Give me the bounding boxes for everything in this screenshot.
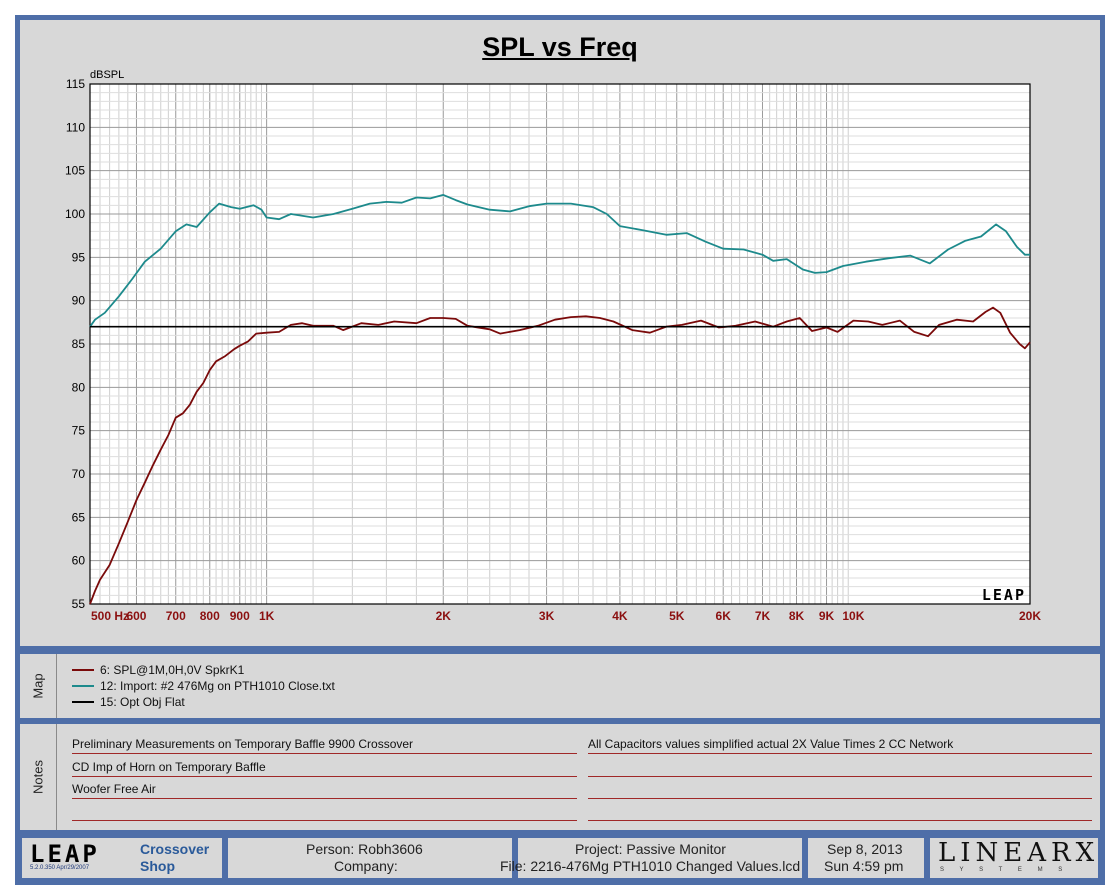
y-tick-label: 60 <box>72 554 86 568</box>
x-tick-label: 6K <box>716 609 732 623</box>
y-tick-label: 105 <box>65 164 85 178</box>
note-line[interactable] <box>72 805 577 821</box>
map-label: Map <box>20 654 57 718</box>
legend-item-import: 12: Import: #2 476Mg on PTH1010 Close.tx… <box>72 679 335 693</box>
y-tick-label: 80 <box>72 380 86 394</box>
time-text: Sun 4:59 pm <box>824 858 904 874</box>
x-tick-label: 800 <box>200 609 220 623</box>
y-tick-label: 85 <box>72 337 86 351</box>
leap-logo: LEAP <box>30 840 100 868</box>
series-line-2 <box>89 194 1030 328</box>
y-tick-label: 55 <box>72 597 86 611</box>
legend-label: 12: Import: #2 476Mg on PTH1010 Close.tx… <box>100 679 335 693</box>
y-tick-label: 110 <box>66 120 85 134</box>
footer-project-cell: Project: Passive Monitor File: 2216-476M… <box>500 838 802 878</box>
legend-swatch <box>72 685 94 687</box>
legend-swatch <box>72 669 94 671</box>
x-tick-label: 600 <box>126 609 146 623</box>
company-text: Company: <box>334 858 398 874</box>
notes-label: Notes <box>20 724 57 830</box>
series-line-1 <box>89 306 1031 605</box>
x-tick-label: 20K <box>1019 609 1041 623</box>
chart-title: SPL vs Freq <box>482 32 638 62</box>
module-name-2: Shop <box>140 858 175 874</box>
y-tick-label: 100 <box>65 207 85 221</box>
x-tick-label: 1K <box>259 609 275 623</box>
linearx-logo: LINEARX <box>938 838 1100 868</box>
legend-item-flat: 15: Opt Obj Flat <box>72 695 185 709</box>
note-line[interactable] <box>588 783 1092 799</box>
legend-item-spl: 6: SPL@1M,0H,0V SpkrK1 <box>72 663 244 677</box>
note-line[interactable] <box>588 761 1092 777</box>
x-tick-label: 7K <box>755 609 771 623</box>
x-tick-label: 500 Hz <box>91 609 129 623</box>
y-tick-label: 65 <box>72 510 86 524</box>
x-tick-label: 3K <box>539 609 555 623</box>
x-tick-label: 8K <box>789 609 805 623</box>
x-tick-label: 2K <box>436 609 452 623</box>
x-tick-label: 5K <box>669 609 685 623</box>
y-axis-label: dBSPL <box>90 69 124 81</box>
note-line[interactable]: Woofer Free Air <box>72 783 577 799</box>
y-tick-label: 115 <box>66 77 85 91</box>
person-text: Person: Robh3606 <box>306 841 423 857</box>
y-tick-label: 75 <box>72 424 86 438</box>
legend-label: 15: Opt Obj Flat <box>100 695 185 709</box>
y-tick-label: 95 <box>72 250 86 264</box>
map-panel: Map <box>20 654 1100 718</box>
x-tick-label: 900 <box>230 609 250 623</box>
y-tick-label: 70 <box>72 467 86 481</box>
note-line[interactable]: All Capacitors values simplified actual … <box>588 738 1092 754</box>
y-tick-label: 90 <box>72 294 86 308</box>
note-line[interactable]: Preliminary Measurements on Temporary Ba… <box>72 738 577 754</box>
x-tick-label: 9K <box>819 609 835 623</box>
footer-logo-cell: LEAP 5.2.0.350 Apr/29/2007 Crossover Sho… <box>22 838 222 878</box>
module-name: Crossover <box>140 841 210 857</box>
file-text: File: 2216-476Mg PTH1010 Changed Values.… <box>500 858 801 874</box>
footer-person-cell: Person: Robh3606 Company: <box>228 838 512 878</box>
legend-label: 6: SPL@1M,0H,0V SpkrK1 <box>100 663 245 677</box>
leap-watermark: LEAP <box>982 586 1026 604</box>
x-tick-label: 10K <box>842 609 864 623</box>
x-tick-label: 4K <box>612 609 628 623</box>
plot-border <box>89 83 1031 605</box>
linearx-systems-text: S Y S T E M S <box>940 867 1070 873</box>
notes-panel: Notes <box>20 724 1100 830</box>
date-text: Sep 8, 2013 <box>827 841 903 857</box>
x-tick-label: 700 <box>166 609 186 623</box>
version-text: 5.2.0.350 Apr/29/2007 <box>30 865 90 871</box>
footer-brand-cell: LINEARX S Y S T E M S <box>930 838 1098 878</box>
note-line[interactable]: CD Imp of Horn on Temporary Baffle <box>72 761 577 777</box>
project-text: Project: Passive Monitor <box>575 841 726 857</box>
footer-date-cell: Sep 8, 2013 Sun 4:59 pm <box>808 838 924 878</box>
note-line[interactable] <box>588 805 1092 821</box>
spl-chart: 55 60 65 70 75 80 85 90 95 100 105 110 115 dBSPL 500 H… <box>65 69 1041 623</box>
legend-swatch <box>72 701 94 703</box>
